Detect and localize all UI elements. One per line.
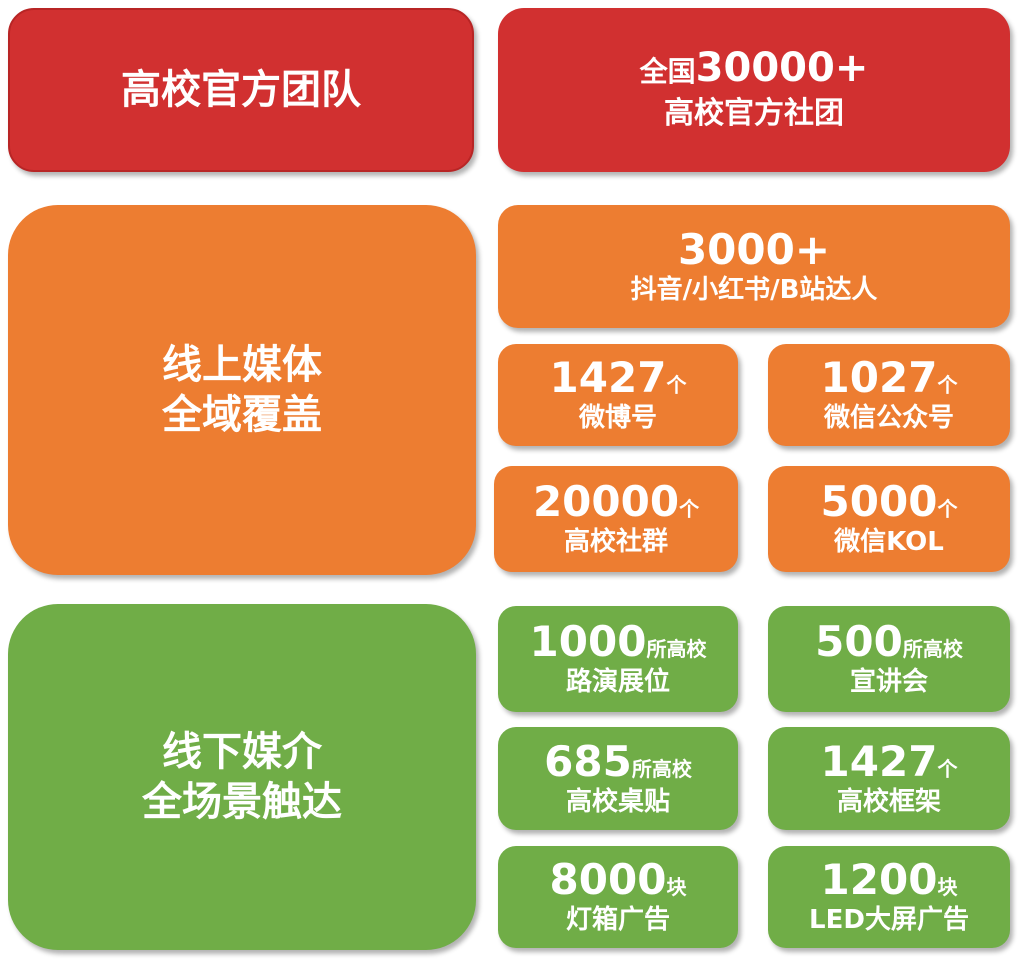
stat-label: 微信公众号: [823, 403, 954, 433]
stat-value: 3000+: [677, 224, 831, 274]
stat-unit: 个: [937, 497, 958, 521]
stat-value-row: 20000个: [533, 479, 699, 525]
offline-title-2: 全场景触达: [142, 779, 342, 825]
stat-card: 5000个 微信KOL: [768, 466, 1010, 572]
stat-unit: 个: [937, 373, 958, 397]
stat-card: 8000块 灯箱广告: [498, 846, 738, 948]
stat-value: 1027: [820, 353, 938, 402]
stat-value: 5000: [820, 477, 938, 526]
stat-unit: 个: [679, 497, 700, 521]
stat-value-row: 5000个: [821, 479, 958, 525]
offline-title-1: 线下媒介: [162, 729, 322, 775]
stat-value-row: 685所高校: [544, 736, 692, 786]
stat-card: 1427个 微博号: [498, 344, 738, 446]
stat-prefix: 全国: [639, 55, 696, 88]
online-title-1: 线上媒体: [162, 342, 322, 388]
stat-value: 20000: [532, 477, 680, 526]
stat-card: 20000个 高校社群: [494, 466, 738, 572]
stat-value-row: 500所高校: [815, 619, 963, 665]
stat-unit: 所高校: [646, 637, 707, 661]
stat-value: 1000: [529, 617, 647, 666]
stat-label: 微信KOL: [834, 527, 944, 557]
stat-value: 500: [815, 617, 903, 666]
stat-value-row: 1000所高校: [530, 619, 707, 665]
team-stat: 全国30000+: [640, 46, 869, 94]
stat-unit: 所高校: [631, 756, 692, 781]
stat-card: 1200块 LED大屏广告: [768, 846, 1010, 948]
stat-label: 宣讲会: [849, 667, 928, 697]
stat-label: 高校官方社团: [664, 96, 844, 131]
stat-value-row: 1427个: [550, 355, 687, 401]
stat-label: 高校桌贴: [565, 786, 670, 817]
team-stat-block: 全国30000+ 高校官方社团: [498, 8, 1010, 172]
stat-value-row: 1427个: [820, 736, 958, 786]
stat-unit: 块: [937, 875, 958, 899]
online-title-2: 全域覆盖: [162, 392, 322, 438]
stat-label: LED大屏广告: [809, 905, 969, 935]
stat-label: 路演展位: [565, 667, 670, 697]
stat-value-row: 1027个: [821, 355, 958, 401]
stat-value-row: 1200块: [821, 857, 958, 903]
stat-value: 1200: [820, 855, 938, 904]
stat-unit: 所高校: [902, 637, 963, 661]
stat-unit: 个: [666, 373, 687, 397]
online-top-block: 3000+ 抖音/小红书/B站达人: [498, 205, 1010, 328]
stat-unit: 个: [937, 756, 958, 781]
stat-value: 30000+: [695, 45, 869, 91]
stat-value-row: 8000块: [550, 857, 687, 903]
stat-value: 1427: [549, 353, 667, 402]
team-title: 高校官方团队: [121, 67, 361, 113]
stat-value: 685: [544, 736, 632, 786]
stat-card: 500所高校 宣讲会: [768, 606, 1010, 712]
stat-value: 1427: [820, 736, 938, 786]
stat-label: 高校社群: [563, 527, 668, 557]
team-title-block: 高校官方团队: [8, 8, 474, 172]
stat-card: 1000所高校 路演展位: [498, 606, 738, 712]
stat-card: 685所高校 高校桌贴: [498, 727, 738, 830]
stat-label: 抖音/小红书/B站达人: [630, 274, 878, 305]
stat-unit: 块: [666, 875, 687, 899]
online-title-block: 线上媒体 全域覆盖: [8, 205, 476, 575]
stat-card: 1427个 高校框架: [768, 727, 1010, 830]
offline-title-block: 线下媒介 全场景触达: [8, 604, 476, 950]
stat-value: 8000: [549, 855, 667, 904]
stat-card: 1027个 微信公众号: [768, 344, 1010, 446]
stat-label: 高校框架: [836, 786, 941, 817]
stat-label: 微博号: [578, 403, 657, 433]
stat-label: 灯箱广告: [565, 905, 670, 935]
